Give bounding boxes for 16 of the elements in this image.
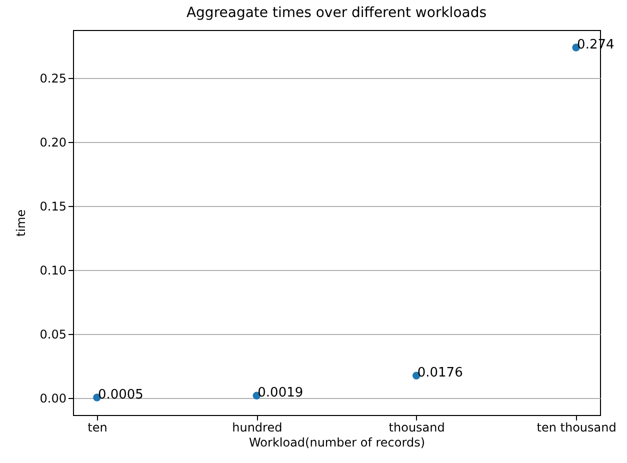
x-axis-title: Workload(number of records): [248, 436, 426, 450]
y-tick-label: 0.05: [40, 328, 66, 342]
data-label: 0.0019: [258, 386, 304, 401]
y-axis-title: time: [14, 209, 28, 237]
x-tick-label: hundred: [232, 420, 282, 434]
y-tick-label: 0.25: [40, 72, 66, 86]
data-label: 0.0176: [417, 366, 463, 381]
data-label: 0.0005: [98, 387, 144, 402]
y-tick-label: 0.10: [40, 264, 66, 278]
y-tick-label: 0.15: [40, 200, 66, 214]
y-tick-label: 0.00: [40, 392, 66, 406]
x-tick-label: ten: [88, 420, 108, 434]
chart-title: Aggreagate times over different workloads: [186, 5, 487, 21]
y-tick-label: 0.20: [40, 136, 66, 150]
x-tick-label: ten thousand: [536, 420, 616, 434]
x-tick-label: thousand: [388, 420, 445, 434]
